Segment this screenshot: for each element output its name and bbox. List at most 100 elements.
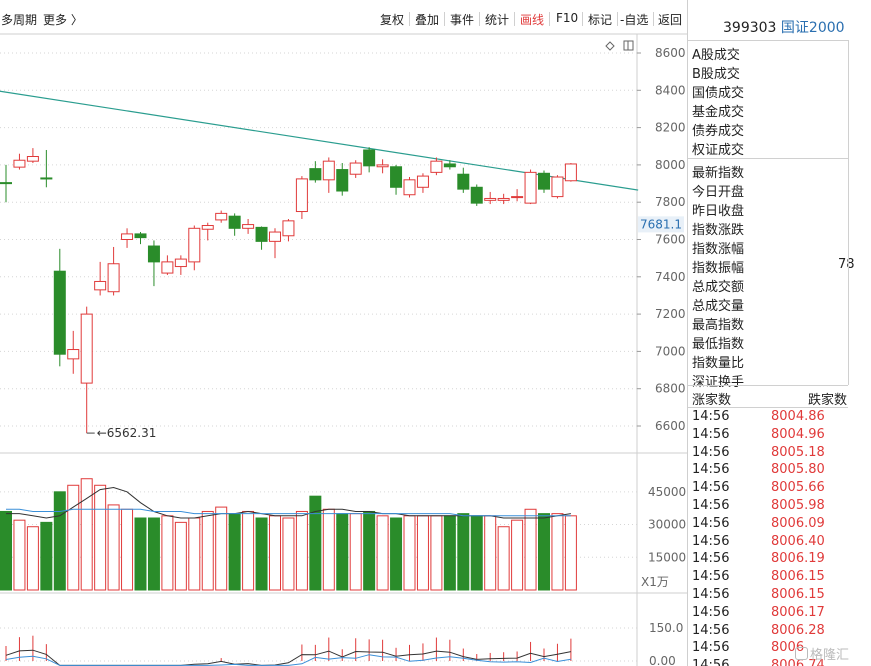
volume-bar — [53, 491, 66, 591]
volume-bar — [470, 515, 483, 591]
toolbar-divider — [409, 12, 410, 26]
candle-body — [269, 231, 281, 242]
candle-body — [457, 173, 470, 190]
stat-label: 国债成交 — [692, 86, 745, 101]
tick-value: 8006.28 — [771, 622, 825, 638]
tick-value: 8006.09 — [771, 515, 825, 531]
toolbar-divider — [514, 12, 515, 26]
candle-body — [201, 225, 214, 230]
price-tick-label: 6600 — [655, 419, 686, 433]
candle-body — [13, 159, 26, 168]
toolbar-divider — [479, 12, 480, 26]
panel-divider — [688, 40, 848, 41]
tick-time: 14:56 — [692, 426, 730, 442]
tick-value: 8006.15 — [771, 587, 825, 602]
price-tick-label: 7000 — [655, 344, 686, 358]
candle-body — [53, 270, 66, 355]
current-price-box — [638, 216, 684, 233]
mark-button[interactable]: 标记 — [588, 13, 613, 27]
price-tick-label: 7400 — [655, 270, 686, 284]
volume-bar — [201, 510, 214, 591]
candle-body — [430, 160, 443, 173]
candle-body — [349, 162, 362, 175]
volume-bar — [457, 513, 470, 591]
volume-bar — [390, 517, 403, 591]
indicator-layer: 0.00 150.0 — [0, 621, 683, 666]
advancers-label: 涨家数 — [692, 393, 732, 408]
candle-body — [255, 226, 268, 242]
overlay-button[interactable]: 叠加 — [415, 13, 440, 27]
tick-time: 14:56 — [692, 569, 730, 585]
stat-label: 今日开盘 — [692, 185, 745, 200]
volume-bar — [336, 513, 349, 591]
indicator-tick-label: 0.00 — [649, 654, 676, 666]
volume-bar — [403, 515, 416, 591]
candle-body — [26, 156, 39, 162]
tick-value: 8006.40 — [771, 533, 825, 549]
volume-bar — [564, 515, 577, 591]
low-annotation-label: ←6562.31 — [97, 426, 157, 440]
volume-bar — [121, 508, 134, 591]
volume-bar — [551, 513, 564, 591]
volume-bar — [269, 515, 281, 591]
candle-body — [497, 197, 510, 201]
volume-bar — [26, 526, 39, 591]
volume-bar — [295, 510, 308, 591]
stats-button[interactable]: 统计 — [485, 13, 510, 27]
f10-button[interactable]: F10 — [556, 11, 579, 25]
tick-value: 8005.18 — [771, 444, 825, 460]
grid-lines — [0, 52, 637, 427]
volume-layer: 15000 30000 45000 X1万 — [0, 478, 686, 591]
index-name: 国证2000 — [780, 20, 845, 36]
kline-chart[interactable]: 6600 6800 7000 7200 7400 7600 7800 8000 8200 8400… — [0, 0, 687, 666]
candle-body — [564, 163, 577, 182]
candle-body — [538, 172, 550, 190]
candle-body — [228, 215, 241, 229]
panel-divider — [848, 40, 849, 385]
volume-bar — [484, 515, 497, 591]
stat-label: 权证成交 — [692, 143, 745, 158]
candle-body — [511, 196, 524, 199]
tick-time: 14:56 — [692, 480, 730, 496]
watermark-icon — [795, 647, 808, 660]
panel-divider — [688, 407, 848, 408]
candle-body — [161, 261, 174, 274]
tick-time: 14:56 — [692, 658, 730, 666]
watchlist-button[interactable]: -自选 — [620, 13, 649, 27]
candle-body — [107, 263, 120, 293]
volume-bar — [430, 515, 443, 591]
price-axis: 6600 6800 7000 7200 7400 7600 7800 8000 8200 8400… — [637, 46, 686, 433]
tick-time: 14:56 — [692, 587, 730, 602]
chart-frame — [0, 33, 687, 666]
price-tick-label: 8200 — [655, 121, 686, 135]
more-label: 更多 — [43, 13, 68, 27]
candle-body — [524, 171, 537, 204]
toolbar-divider — [582, 12, 583, 26]
index-code: 399303 — [723, 20, 777, 36]
draw-lines-button[interactable]: 画线 — [520, 13, 545, 27]
tick-value: 8005.66 — [771, 480, 825, 496]
price-tick-label: 7200 — [655, 307, 686, 321]
tick-time: 14:56 — [692, 533, 730, 549]
volume-bar — [0, 510, 12, 591]
candle-body — [80, 313, 93, 384]
tick-time: 14:56 — [692, 640, 730, 656]
volume-tick-label: 45000 — [648, 485, 686, 499]
volume-bar — [161, 515, 174, 591]
tick-value: 8004.96 — [771, 426, 825, 442]
tick-value: 8005.98 — [771, 498, 825, 513]
price-tick-label: 8400 — [655, 83, 686, 97]
chevron-right-icon: 〉 — [67, 13, 83, 27]
stat-label: 基金成交 — [692, 105, 745, 120]
volume-bar — [147, 517, 160, 591]
candle-body — [215, 212, 228, 221]
price-tick-label: 8600 — [655, 46, 686, 60]
candle-body — [336, 169, 349, 192]
chart-toolbar: 多周期 更多 〉 复权 叠加 事件 统计 画线 F10 标记 -自选 返回 — [0, 0, 687, 34]
events-button[interactable]: 事件 — [450, 13, 475, 27]
tick-time: 14:56 — [692, 444, 730, 460]
multi-period-label[interactable]: 多周期 — [1, 13, 38, 27]
back-button[interactable]: 返回 — [658, 13, 683, 27]
more-menu[interactable]: 更多 〉 — [43, 11, 83, 28]
fuquan-button[interactable]: 复权 — [380, 13, 405, 27]
